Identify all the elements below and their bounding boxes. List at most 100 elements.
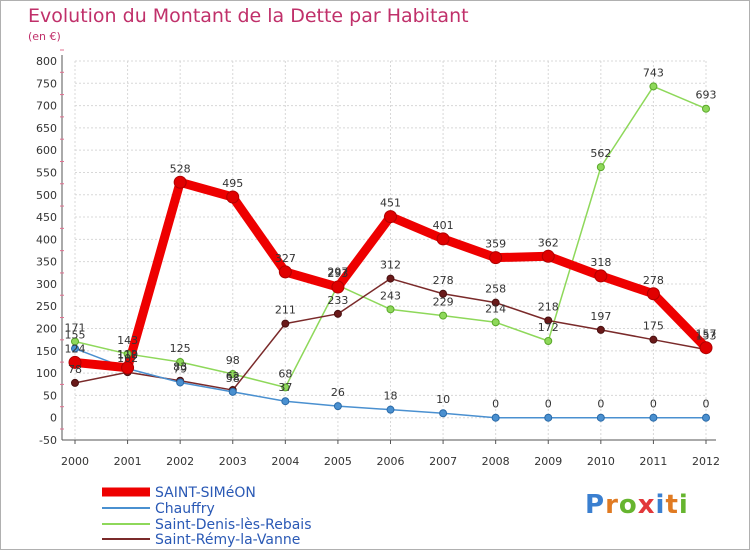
data-label: 278 — [643, 274, 664, 287]
data-label: 68 — [278, 367, 292, 380]
x-tick-label: 2003 — [219, 455, 247, 468]
data-label: 327 — [275, 252, 296, 265]
legend: SAINT-SIMéONChauffrySaint-Denis-lès-Reba… — [102, 485, 311, 548]
data-label: 171 — [65, 321, 86, 334]
data-label: 78 — [68, 363, 82, 376]
data-point-1 — [439, 409, 448, 418]
y-tick-label: 250 — [36, 300, 57, 313]
data-label: 743 — [643, 66, 664, 79]
legend-label: Saint-Rémy-la-Vanne — [155, 532, 300, 548]
data-label: 293 — [327, 267, 348, 280]
y-tick-label: 400 — [36, 233, 57, 246]
data-label: 0 — [650, 398, 657, 411]
data-label: 102 — [117, 352, 138, 365]
data-label: 297 — [327, 265, 348, 278]
data-label: 229 — [433, 296, 454, 309]
y-tick-label: 300 — [36, 278, 57, 291]
data-point-0 — [541, 249, 555, 263]
data-point-3 — [71, 378, 79, 387]
data-label: 26 — [331, 386, 345, 399]
data-label: 10 — [436, 393, 450, 406]
y-tick-label: 450 — [36, 211, 57, 224]
data-label: 243 — [380, 289, 401, 302]
data-point-0 — [384, 210, 397, 224]
data-label: 218 — [538, 301, 559, 314]
data-label: 318 — [590, 256, 611, 269]
data-point-3 — [544, 316, 553, 325]
series-lines — [68, 82, 713, 422]
data-label: 98 — [226, 354, 240, 367]
y-tick-label: 600 — [36, 144, 57, 157]
data-label: 562 — [590, 147, 611, 160]
data-point-2 — [228, 370, 237, 379]
data-label: 0 — [545, 398, 552, 411]
y-tick-label: 350 — [36, 256, 57, 269]
y-tick-label: 200 — [36, 323, 57, 336]
data-point-1 — [544, 413, 553, 422]
data-label: 0 — [597, 398, 604, 411]
data-label: 83 — [173, 361, 187, 374]
data-label: 37 — [278, 381, 292, 394]
proxiti-logo: Proxiti — [585, 490, 689, 520]
data-point-0 — [68, 355, 82, 369]
data-point-1 — [281, 397, 290, 406]
data-label: 58 — [226, 372, 240, 385]
data-point-0 — [646, 287, 660, 301]
x-tick-label: 2012 — [692, 455, 720, 468]
y-tick-label: 700 — [36, 100, 57, 113]
data-point-3 — [491, 298, 500, 307]
x-tick-label: 2010 — [587, 455, 615, 468]
grid-lines — [74, 60, 707, 441]
data-label: 62 — [226, 370, 240, 383]
logo-letter: P — [585, 490, 606, 520]
data-label: 197 — [590, 310, 611, 323]
y-tick-label: 550 — [36, 166, 57, 179]
x-tick-label: 2008 — [482, 455, 510, 468]
data-point-2 — [386, 305, 395, 314]
data-labels: 171 143 125 98 68 297 243 229 214 172 562 743 693 78 1… — [65, 66, 717, 410]
data-label: 214 — [485, 302, 506, 315]
data-label: 495 — [222, 177, 243, 190]
data-point-0 — [594, 269, 608, 283]
logo-letter: o — [618, 490, 638, 520]
legend-label: SAINT-SIMéON — [155, 485, 256, 501]
data-label: 155 — [65, 329, 86, 342]
y-tick-label: 100 — [36, 367, 57, 380]
data-point-0 — [436, 232, 450, 246]
data-point-0 — [121, 361, 135, 375]
data-label: 172 — [538, 321, 559, 334]
data-point-2 — [439, 311, 448, 320]
data-point-3 — [386, 274, 395, 283]
data-point-2 — [176, 357, 185, 366]
data-point-2 — [123, 349, 132, 358]
legend-label: Chauffry — [155, 501, 215, 517]
data-point-1 — [702, 413, 710, 422]
data-point-1 — [386, 405, 395, 414]
data-point-2 — [702, 104, 710, 113]
data-label: 153 — [696, 329, 717, 342]
logo-letter: t — [665, 490, 679, 520]
data-label: 278 — [433, 274, 454, 287]
data-label: 693 — [696, 89, 717, 102]
data-point-0 — [173, 175, 187, 189]
x-tick-label: 2007 — [429, 455, 457, 468]
y-tick-label: 0 — [50, 412, 57, 425]
axes: -500501001502002503003504004505005506006… — [36, 49, 720, 468]
y-tick-label: 750 — [36, 77, 57, 90]
data-label: 362 — [538, 236, 559, 249]
y-tick-label: -50 — [39, 434, 57, 447]
chart-title: Evolution du Montant de la Dette par Hab… — [28, 5, 469, 27]
data-label: 258 — [485, 283, 506, 296]
data-point-1 — [596, 413, 605, 422]
x-tick-label: 2005 — [324, 455, 352, 468]
data-point-2 — [649, 82, 658, 91]
data-point-0 — [699, 341, 713, 355]
data-label: 124 — [65, 342, 86, 355]
data-point-1 — [71, 344, 79, 353]
data-label: 125 — [170, 342, 191, 355]
data-point-0 — [226, 190, 240, 204]
data-point-3 — [281, 319, 290, 328]
y-axis-unit: (en €) — [28, 30, 61, 43]
